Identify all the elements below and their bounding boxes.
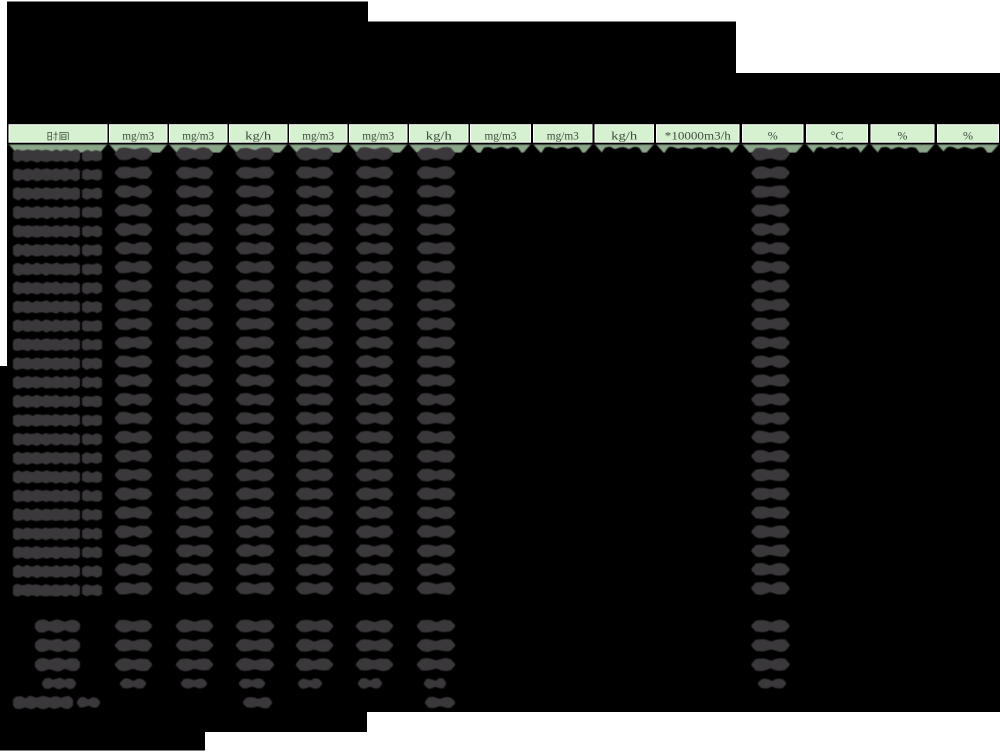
svg-text:%: % [963, 128, 973, 142]
svg-text:%: % [768, 128, 778, 142]
svg-text:kg/h: kg/h [426, 128, 452, 142]
svg-text:°C: °C [831, 128, 844, 142]
svg-text:mg/m3: mg/m3 [122, 128, 154, 142]
svg-text:*10000m3/h: *10000m3/h [665, 128, 731, 142]
svg-text:mg/m3: mg/m3 [362, 128, 394, 142]
svg-text:mg/m3: mg/m3 [302, 128, 334, 142]
svg-text:%: % [898, 128, 908, 142]
svg-text:kg/h: kg/h [611, 128, 637, 142]
svg-text:mg/m3: mg/m3 [485, 128, 517, 142]
svg-text:mg/m3: mg/m3 [547, 128, 579, 142]
svg-text:kg/h: kg/h [245, 128, 271, 142]
svg-text:mg/m3: mg/m3 [182, 128, 214, 142]
